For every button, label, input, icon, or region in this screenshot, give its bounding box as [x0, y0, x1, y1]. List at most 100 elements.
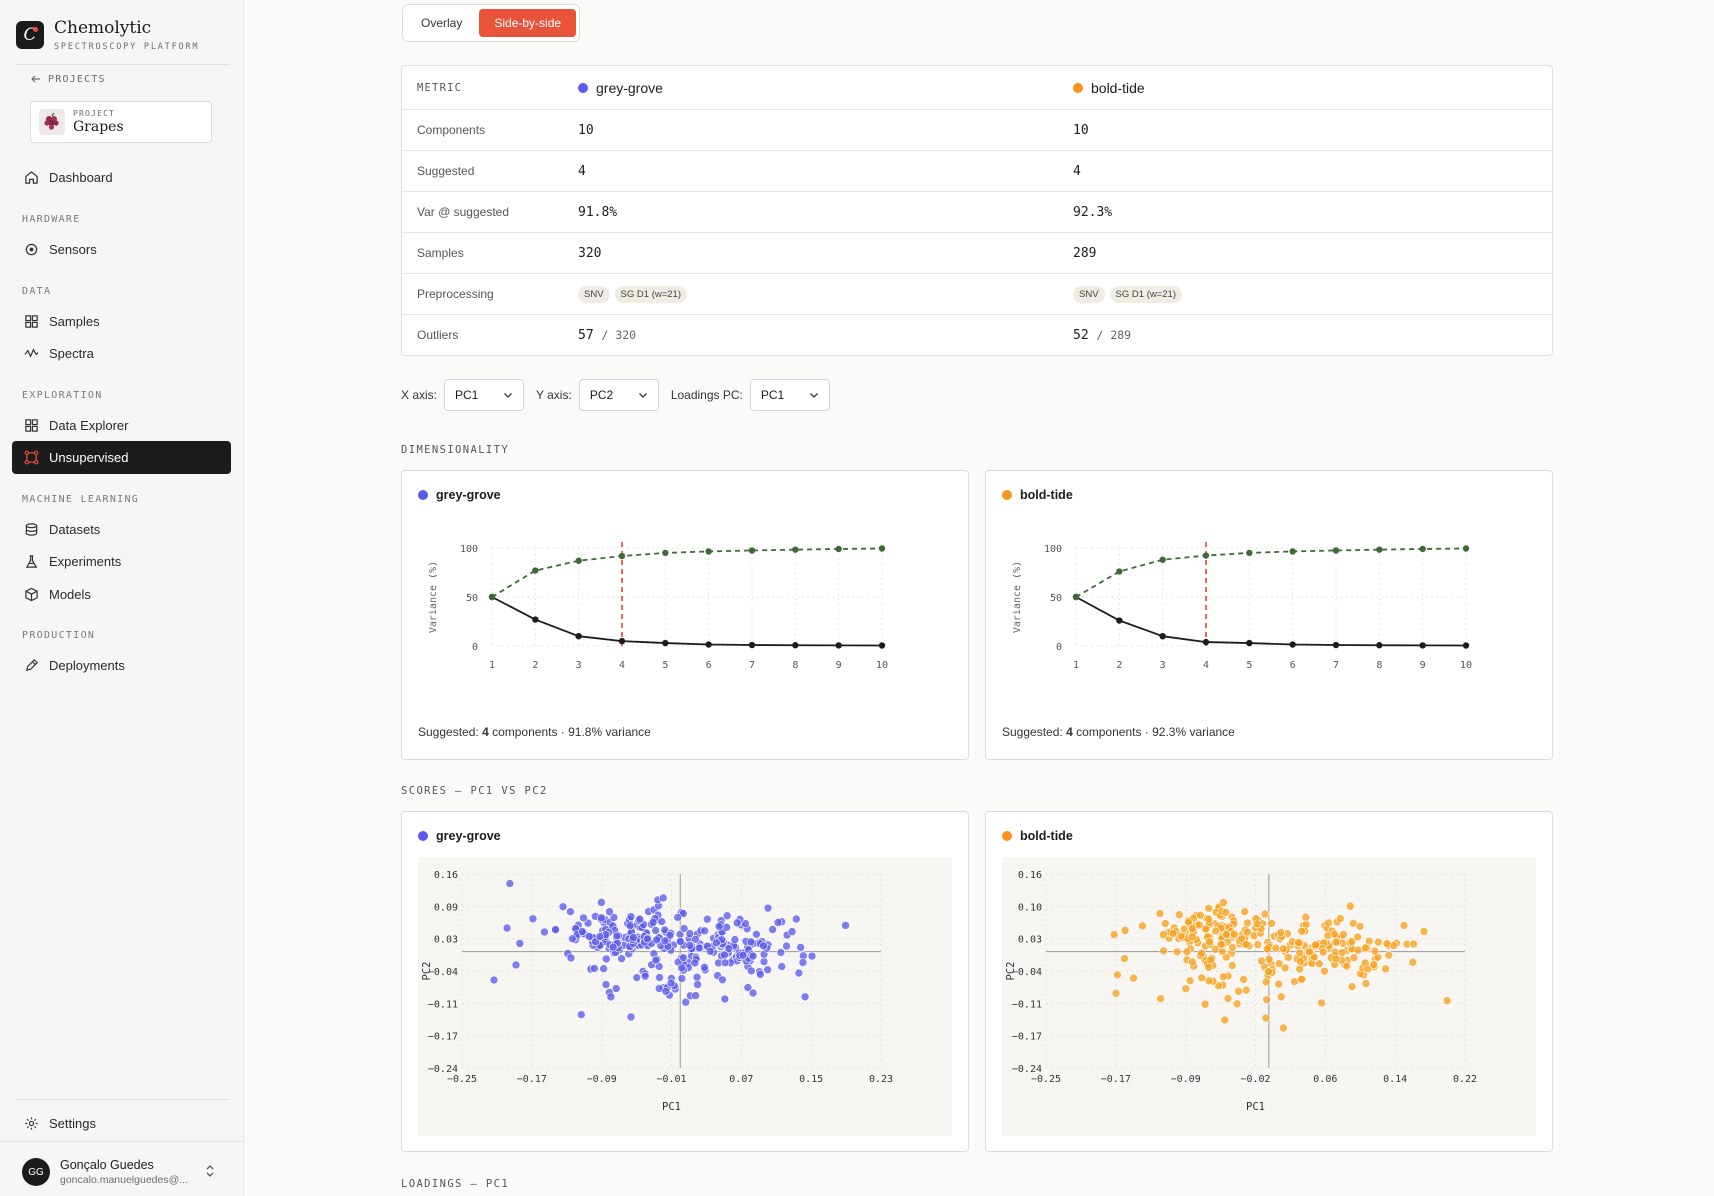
panel-title: bold-tide — [1002, 829, 1073, 843]
nav-item-sensors[interactable]: Sensors — [12, 233, 231, 266]
run-header-grey-grove: grey-grove — [578, 66, 663, 109]
view-mode-toggle: Overlay Side-by-side — [402, 4, 581, 42]
scree-panel-grey-grove: grey-grove 05010012345678910ComponentVar… — [401, 470, 969, 760]
overlay-button[interactable]: Overlay — [421, 16, 463, 30]
score-point — [558, 902, 568, 911]
score-point — [1184, 917, 1193, 927]
avatar: GG — [22, 1158, 50, 1186]
score-point — [1230, 929, 1239, 939]
score-point — [1278, 944, 1288, 954]
score-point — [1262, 995, 1271, 1004]
y-axis-select[interactable]: PC2 — [578, 379, 659, 411]
score-point — [1261, 977, 1271, 987]
cumulative-variance-point — [575, 557, 582, 564]
metric-label: Samples — [417, 246, 464, 260]
score-point — [1204, 962, 1213, 972]
score-point — [1252, 919, 1262, 929]
score-point — [652, 935, 662, 945]
back-to-projects-link[interactable]: PROJECTS — [30, 73, 106, 85]
explained-variance-point — [705, 641, 712, 648]
pen-icon — [25, 659, 38, 672]
explained-variance-point — [662, 639, 669, 647]
score-point — [1320, 966, 1329, 976]
x-tick-label: 10 — [876, 660, 888, 671]
nav-item-dashboard[interactable]: Dashboard — [12, 161, 231, 194]
section-heading-scores: SCORES — PC1 VS PC2 — [401, 785, 548, 797]
score-point — [1346, 901, 1355, 911]
side-by-side-button[interactable]: Side-by-side — [479, 9, 577, 37]
score-point — [601, 980, 611, 989]
score-point — [673, 913, 683, 922]
nav-item-spectra[interactable]: Spectra — [12, 337, 231, 370]
score-point — [1187, 924, 1197, 933]
nav-item-data-explorer[interactable]: Data Explorer — [12, 409, 231, 442]
nav-item-experiments[interactable]: Experiments — [12, 545, 231, 578]
nav-item-datasets[interactable]: Datasets — [12, 513, 231, 546]
x-axis-title: PC1 — [662, 1101, 681, 1113]
brand[interactable]: C Chemolytic SPECTROSCOPY PLATFORM — [16, 18, 199, 52]
score-point — [685, 929, 695, 938]
table-row: Outliers 57 / 320 52 / 289 — [402, 314, 1552, 355]
y-axis-title: PC2 — [1005, 962, 1017, 981]
user-name: Gonçalo Guedes — [60, 1158, 154, 1172]
score-point — [577, 927, 587, 936]
score-point — [665, 931, 675, 940]
score-point — [1280, 963, 1290, 973]
score-point — [608, 942, 618, 952]
cumulative-variance-point — [835, 545, 842, 553]
x-tick-label: −0.17 — [1101, 1074, 1131, 1085]
score-point — [720, 950, 729, 960]
explained-variance-line — [1075, 596, 1467, 647]
score-point — [720, 994, 730, 1004]
chevron-up-down-icon[interactable] — [204, 1163, 216, 1179]
score-point — [763, 903, 773, 913]
score-point — [1194, 920, 1204, 930]
x-tick-label: 4 — [619, 660, 625, 671]
score-point — [1221, 930, 1231, 939]
score-point — [746, 937, 756, 947]
score-point — [626, 1012, 636, 1022]
run-color-dot — [418, 490, 428, 500]
loadings-pc-select[interactable]: PC1 — [749, 379, 830, 411]
run-name: grey-grove — [436, 488, 501, 502]
score-point — [1399, 921, 1409, 930]
score-point — [1204, 904, 1214, 913]
user-menu[interactable]: GG Gonçalo Guedes goncalo.manuelguedes@.… — [22, 1158, 188, 1186]
y-tick-label: −0.24 — [1012, 1064, 1042, 1075]
nav-item-deployments[interactable]: Deployments — [12, 649, 231, 682]
score-point — [1264, 967, 1273, 976]
cumulative-variance-point — [705, 548, 712, 555]
score-point — [677, 963, 686, 973]
score-point — [1342, 961, 1352, 971]
nav-item-samples[interactable]: Samples — [12, 305, 231, 338]
nav-item-models[interactable]: Models — [12, 578, 231, 611]
run-color-dot — [578, 82, 588, 93]
cumulative-variance-point — [618, 552, 626, 560]
nav-item-settings[interactable]: Settings — [12, 1107, 231, 1140]
run-color-dot — [1073, 82, 1083, 93]
chevron-down-icon — [638, 393, 647, 398]
flask-icon — [25, 555, 38, 568]
score-point — [1195, 910, 1205, 920]
score-point — [782, 941, 791, 951]
x-axis-label: X axis: — [401, 388, 438, 402]
score-point — [1349, 953, 1359, 963]
x-axis-select[interactable]: PC1 — [444, 379, 525, 411]
y-tick-label: −0.17 — [1012, 1032, 1042, 1043]
explained-variance-point — [1419, 642, 1426, 649]
project-switcher[interactable]: PROJECT Grapes — [30, 101, 212, 143]
nav-item-unsupervised[interactable]: Unsupervised — [12, 441, 231, 474]
scree-panel-bold-tide: bold-tide 05010012345678910ComponentVari… — [985, 470, 1553, 760]
score-point — [1361, 979, 1371, 988]
score-point — [700, 926, 710, 936]
score-point — [679, 924, 689, 933]
score-point — [1297, 926, 1306, 936]
score-point — [1216, 940, 1226, 949]
grid-icon — [25, 419, 38, 432]
score-point — [800, 992, 810, 1002]
nav-label: Sensors — [49, 242, 97, 257]
x-tick-label: 5 — [662, 660, 668, 671]
score-point — [1295, 964, 1304, 974]
explained-variance-line — [491, 596, 883, 647]
score-point — [617, 954, 626, 963]
